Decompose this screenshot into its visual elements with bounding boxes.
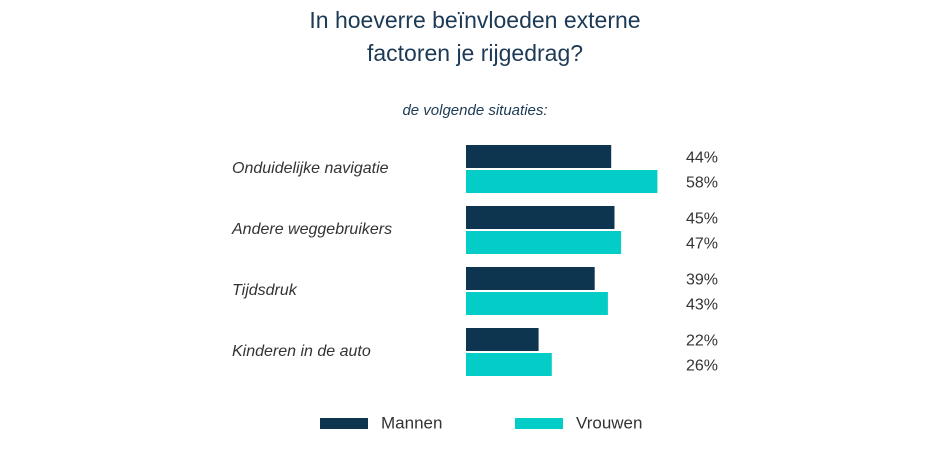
chart-title: In hoeverre beïnvloeden externe factoren…: [309, 7, 641, 66]
value-label: 58%: [686, 175, 718, 192]
bar: [466, 267, 595, 290]
category-label: Andere weggebruikers: [231, 221, 392, 238]
category-label: Kinderen in de auto: [232, 343, 371, 360]
bar: [466, 328, 539, 351]
legend-swatch: [515, 418, 563, 429]
bar: [466, 231, 622, 254]
value-label: 22%: [686, 333, 718, 350]
value-label: 45%: [686, 211, 718, 228]
bar: [466, 170, 658, 193]
legend-label: Vrouwen: [576, 413, 642, 432]
value-label: 44%: [686, 150, 718, 167]
value-label: 47%: [686, 236, 718, 253]
value-label: 26%: [686, 358, 718, 375]
bar: [466, 353, 552, 376]
value-label: 43%: [686, 297, 718, 314]
legend-swatch: [320, 418, 368, 429]
bar: [466, 292, 608, 315]
category-label: Tijdsdruk: [232, 282, 298, 299]
value-label: 39%: [686, 272, 718, 289]
bar: [466, 145, 612, 168]
category-label: Onduidelijke navigatie: [232, 160, 389, 177]
legend-label: Mannen: [381, 413, 442, 432]
chart-subtitle: de volgende situaties:: [402, 102, 547, 119]
bar: [466, 206, 615, 229]
